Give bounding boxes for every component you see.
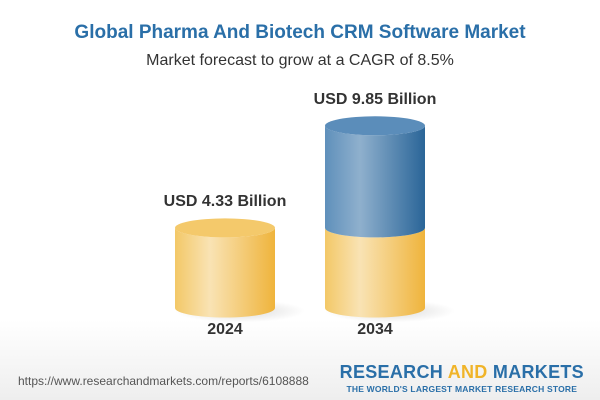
data-label: USD 4.33 Billion	[164, 193, 287, 210]
data-label: USD 9.85 Billion	[314, 91, 437, 108]
category-label: 2034	[357, 321, 393, 338]
source-url[interactable]: https://www.researchandmarkets.com/repor…	[18, 374, 309, 388]
cylinder-chart: USD 4.33 Billion 2024 USD 9.85 Billion 2034	[164, 91, 455, 338]
chart-title: Global Pharma And Biotech CRM Software M…	[74, 22, 526, 43]
category-label: 2024	[207, 321, 243, 338]
cylinder-growth-segment	[325, 125, 425, 238]
chart-subtitle: Market forecast to grow at a CAGR of 8.5…	[146, 52, 454, 69]
cylinder-base-segment	[325, 227, 425, 318]
cylinder-base-segment	[175, 227, 275, 318]
cylinder-top	[175, 218, 275, 238]
research-and-markets-logo: RESEARCH AND MARKETS THE WORLD'S LARGEST…	[339, 362, 584, 394]
cylinder-top	[325, 116, 425, 136]
